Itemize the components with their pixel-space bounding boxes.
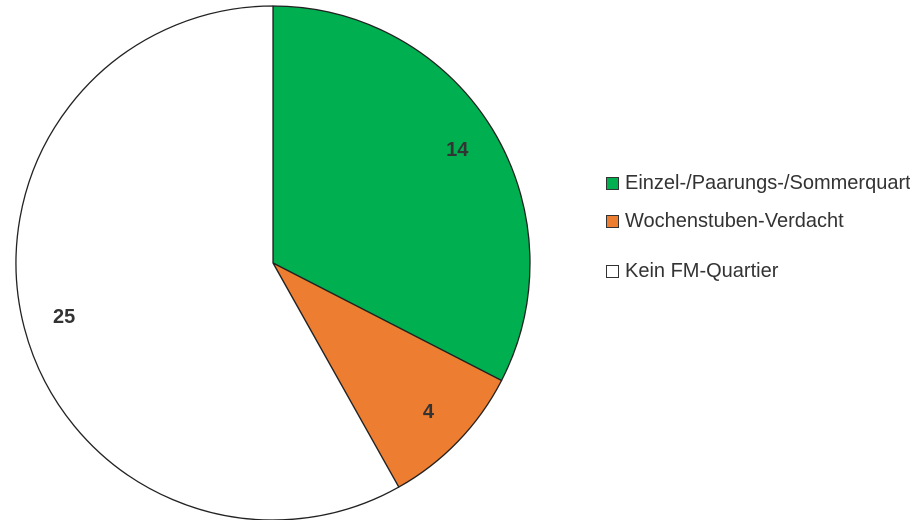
legend-label: Kein FM-Quartier bbox=[625, 260, 779, 282]
data-label: 14 bbox=[446, 139, 469, 161]
legend-item: Kein FM-Quartier bbox=[606, 258, 844, 284]
legend: Einzel-/Paarungs-/Sommerquartier Wochenst… bbox=[606, 170, 910, 296]
pie-slice bbox=[272, 5, 531, 382]
legend-swatch bbox=[606, 177, 619, 190]
data-label: 4 bbox=[423, 401, 435, 423]
legend-swatch bbox=[606, 265, 619, 278]
legend-item: Wochenstuben-Verdacht bbox=[606, 208, 844, 234]
data-label: 25 bbox=[53, 306, 75, 328]
legend-item: Einzel-/Paarungs-/Sommerquartier bbox=[606, 170, 910, 196]
legend-label: Einzel-/Paarungs-/Sommerquartier bbox=[625, 172, 910, 194]
pie-slice bbox=[271, 261, 503, 489]
legend-label: Wochenstuben-Verdacht bbox=[625, 210, 844, 232]
legend-swatch bbox=[606, 215, 619, 228]
